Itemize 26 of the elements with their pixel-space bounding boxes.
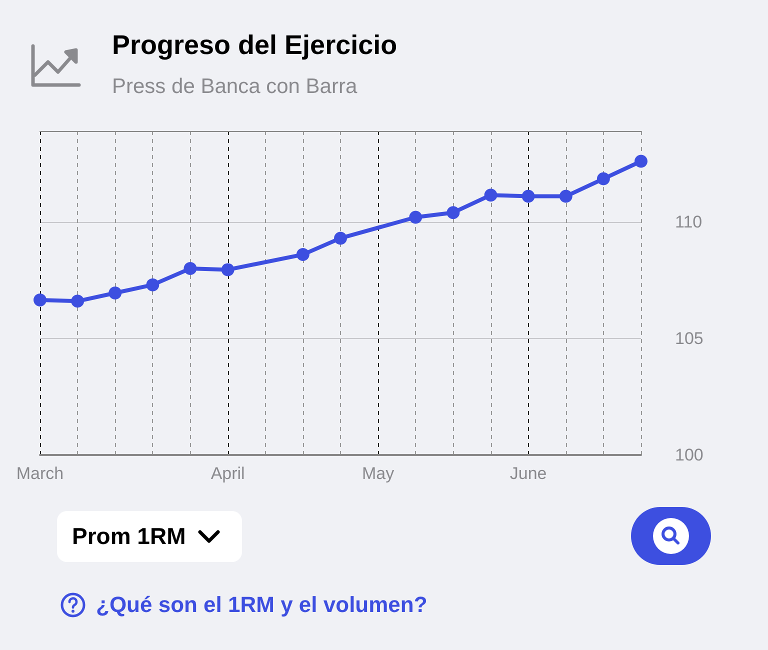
point bbox=[484, 188, 498, 202]
y-tick-label: 105 bbox=[675, 328, 704, 348]
x-tick-label: June bbox=[510, 464, 547, 483]
text: Prom 1RM bbox=[72, 523, 186, 550]
y-tick-label: 100 bbox=[675, 446, 704, 464]
point bbox=[184, 262, 197, 276]
point bbox=[334, 232, 347, 245]
y-tick-label: 110 bbox=[675, 212, 702, 232]
point bbox=[71, 294, 84, 308]
chart-title: Progreso del Ejercicio bbox=[112, 30, 398, 61]
x-tick-label: May bbox=[362, 464, 395, 483]
point bbox=[34, 293, 46, 306]
point bbox=[596, 172, 610, 186]
point bbox=[446, 206, 460, 220]
chart-subtitle: Press de Banca con Barra bbox=[112, 75, 358, 99]
x-tick-label: March bbox=[16, 464, 64, 483]
point bbox=[146, 278, 160, 292]
x-tick-label: April bbox=[210, 464, 245, 483]
point bbox=[409, 210, 422, 224]
point bbox=[108, 286, 122, 300]
point bbox=[634, 154, 648, 168]
point bbox=[296, 248, 310, 262]
text: ¿Qué son el 1RM y el volumen? bbox=[96, 592, 428, 618]
point bbox=[221, 263, 234, 276]
point bbox=[559, 190, 572, 203]
point bbox=[522, 190, 535, 203]
